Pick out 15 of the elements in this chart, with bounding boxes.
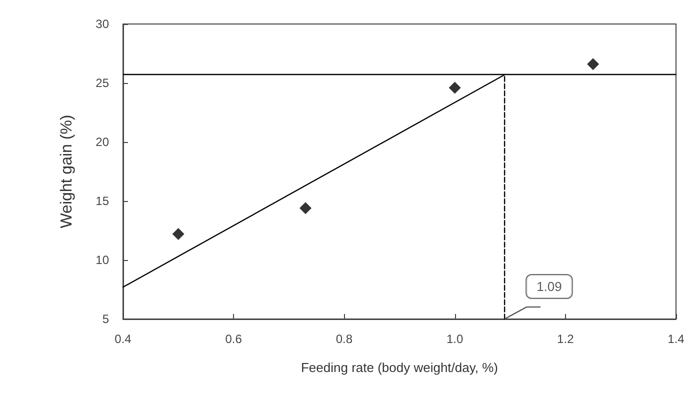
y-tick-label: 30 xyxy=(96,17,110,31)
annotation: 1.09 xyxy=(536,279,562,294)
x-axis-title: Feeding rate (body weight/day, %) xyxy=(300,360,498,375)
x-tick-label: 1.4 xyxy=(668,332,685,346)
x-tick-label: 0.8 xyxy=(336,332,353,346)
x-tick-label: 1.0 xyxy=(446,332,464,346)
x-tick-label: 1.2 xyxy=(557,332,574,346)
x-tick-label: 0.6 xyxy=(225,332,242,346)
y-axis-title: Weight gain (%) xyxy=(58,114,76,228)
y-tick-label: 15 xyxy=(96,194,110,208)
y-tick-label: 10 xyxy=(96,253,110,267)
x-tick-label: 0.4 xyxy=(114,332,132,346)
y-tick-label: 20 xyxy=(96,135,110,149)
y-tick-label: 25 xyxy=(96,76,110,90)
y-tick-label: 5 xyxy=(102,312,110,326)
